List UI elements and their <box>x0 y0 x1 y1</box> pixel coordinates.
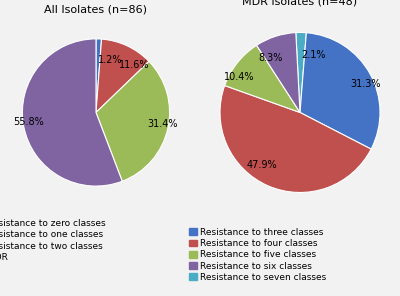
Wedge shape <box>300 33 380 149</box>
Text: 31.3%: 31.3% <box>350 79 381 89</box>
Wedge shape <box>296 33 306 112</box>
Text: 1.2%: 1.2% <box>98 54 122 65</box>
Text: 8.3%: 8.3% <box>258 53 282 63</box>
Wedge shape <box>96 39 149 112</box>
Wedge shape <box>22 39 122 186</box>
Text: 2.1%: 2.1% <box>301 50 325 60</box>
Wedge shape <box>225 45 300 112</box>
Wedge shape <box>256 33 300 112</box>
Text: 31.4%: 31.4% <box>148 119 178 129</box>
Text: 47.9%: 47.9% <box>246 160 277 170</box>
Text: 55.8%: 55.8% <box>13 117 44 127</box>
Legend: Resistance to three classes, Resistance to four classes, Resistance to five clas: Resistance to three classes, Resistance … <box>188 227 328 283</box>
Wedge shape <box>96 39 102 112</box>
Wedge shape <box>96 62 170 181</box>
Legend: Resistance to zero classes, Resistance to one classes, Resistance to two classes: Resistance to zero classes, Resistance t… <box>0 218 107 263</box>
Text: 11.6%: 11.6% <box>118 59 149 70</box>
Title: All Isolates (n=86): All Isolates (n=86) <box>44 5 148 15</box>
Title: MDR Isolates (n=48): MDR Isolates (n=48) <box>242 0 358 6</box>
Text: 10.4%: 10.4% <box>224 72 255 82</box>
Wedge shape <box>220 86 371 192</box>
